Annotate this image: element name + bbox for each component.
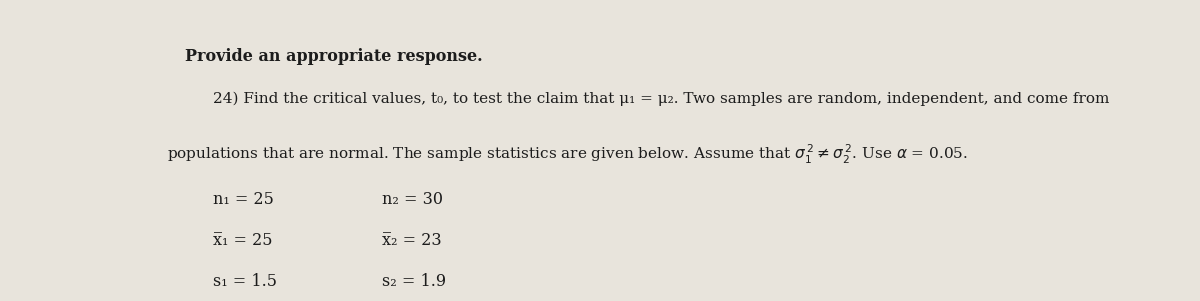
Text: s₁ = 1.5: s₁ = 1.5 <box>214 272 277 290</box>
Text: s₂ = 1.9: s₂ = 1.9 <box>383 272 446 290</box>
Text: n₁ = 25: n₁ = 25 <box>214 191 274 208</box>
Text: n₂ = 30: n₂ = 30 <box>383 191 444 208</box>
Text: x̅₂ = 23: x̅₂ = 23 <box>383 232 442 249</box>
Text: populations that are normal. The sample statistics are given below. Assume that : populations that are normal. The sample … <box>167 143 967 166</box>
Text: Provide an appropriate response.: Provide an appropriate response. <box>185 48 482 65</box>
Text: 24) Find the critical values, t₀, to test the claim that μ₁ = μ₂. Two samples ar: 24) Find the critical values, t₀, to tes… <box>214 92 1110 106</box>
Text: x̅₁ = 25: x̅₁ = 25 <box>214 232 272 249</box>
